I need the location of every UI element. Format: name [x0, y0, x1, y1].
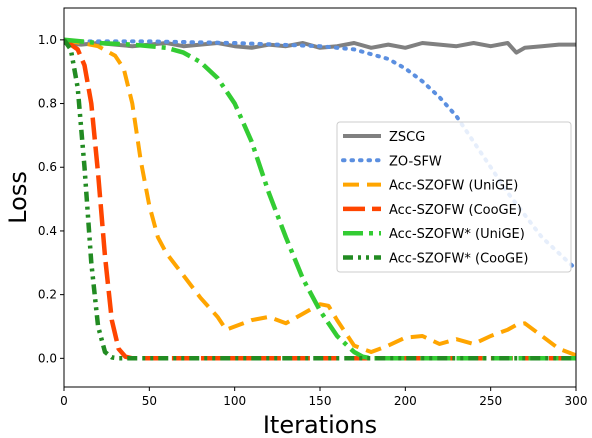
legend-box [336, 121, 572, 273]
x-tick-label: 200 [394, 394, 417, 408]
y-axis: 0.0 0.2 0.4 0.6 0.8 1.0 [38, 33, 64, 365]
series-line-acc-szofw-unige [64, 37, 576, 358]
y-tick-label: 0.8 [38, 97, 57, 111]
x-tick-label: 250 [479, 394, 502, 408]
y-tick-label: 0.0 [38, 351, 57, 365]
x-axis: 0 50 100 150 200 250 300 [60, 387, 587, 408]
legend-label-zscg: ZSCG [389, 130, 425, 145]
x-axis-label: Iterations [263, 411, 377, 438]
y-tick-label: 0.6 [38, 160, 57, 174]
y-axis-label: Loss [4, 171, 32, 224]
legend-label-acc-szofw-cooge: Acc-SZOFW (CooGE) [389, 203, 522, 218]
x-tick-label: 50 [142, 394, 157, 408]
legend: ZSCG ZO-SFW Acc-SZOFW (UniGE) Acc-SZOFW (Co… [336, 121, 572, 273]
series-line-acc-szofw-unige [64, 37, 576, 361]
x-tick-label: 100 [223, 394, 246, 408]
legend-label-acc-szofw-cooge: Acc-SZOFW* (CooGE) [389, 252, 528, 267]
legend-label-acc-szofw-unige: Acc-SZOFW (UniGE) [389, 179, 518, 194]
y-tick-label: 0.2 [38, 288, 57, 302]
legend-label-acc-szofw-unige: Acc-SZOFW* (UniGE) [389, 227, 525, 242]
legend-label-zo-sfw: ZO-SFW [389, 154, 442, 169]
y-tick-label: 1.0 [38, 33, 57, 47]
y-tick-label: 0.4 [38, 224, 57, 238]
x-tick-label: 0 [60, 394, 68, 408]
x-tick-label: 150 [309, 394, 332, 408]
x-tick-label: 300 [565, 394, 588, 408]
